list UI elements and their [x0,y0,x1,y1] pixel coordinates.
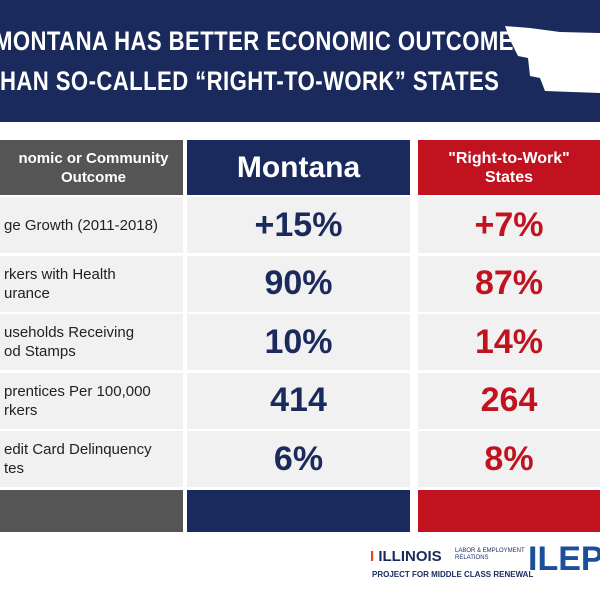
montana-value: 6% [187,431,410,488]
rtw-value: 8% [418,431,600,488]
header-line: States [484,168,534,186]
rtw-value: +7% [418,197,600,253]
label-line: od Stamps [4,343,76,361]
footer-band [0,490,183,532]
label-line: rkers [4,401,38,419]
montana-value: +15% [187,197,410,253]
header-line: Montana [236,151,361,184]
row-label: rkers with Health urance [0,255,183,312]
illinois: ILLINOIS [378,548,442,565]
label-line: useholds Receiving [4,324,135,342]
montana-value: 414 [187,372,410,429]
row-label: ge Growth (2011-2018) [0,197,183,253]
label-line: ge Growth (2011-2018) [4,216,158,234]
header-line: Outcome [60,168,126,186]
footer-band [187,490,410,532]
footer-band [418,490,600,532]
project: PROJECT FOR MIDDLE CLASS RENEWAL [372,570,534,579]
title-line: HAN SO-CALLED “RIGHT-TO-WORK” STATES [0,66,500,96]
unit-line: RELATIONS [455,555,489,561]
row-label: edit Card Delinquency tes [0,431,183,488]
label-line: urance [4,284,50,302]
label-line: rkers with Health [4,265,116,283]
rtw-value: 264 [418,372,600,429]
montana-shape [505,26,600,93]
header-line: nomic or Community [18,149,169,167]
column-header: "Right-to-Work" States [418,140,600,195]
header-line: "Right-to-Work" [448,149,570,167]
column-header: Montana [187,140,410,195]
row-label: prentices Per 100,000 rkers [0,372,183,429]
label-line: tes [4,460,25,478]
column-header: nomic or Community Outcome [0,140,183,195]
montana-value: 90% [187,255,410,312]
label-line: prentices Per 100,000 [4,382,151,400]
montana-value: 10% [187,314,410,371]
rtw-value: 14% [418,314,600,371]
row-label: useholds Receiving od Stamps [0,314,183,371]
unit-line: LABOR & EMPLOYMENT [455,548,525,554]
rtw-value: 87% [418,255,600,312]
label-line: edit Card Delinquency [4,441,152,459]
header-band [0,0,600,122]
illinois-logo: I ILLINOIS [370,548,442,565]
unit: LABOR & EMPLOYMENT RELATIONS [455,548,525,562]
ilep-logo: ILEP [528,540,600,578]
title-line: MONTANA HAS BETTER ECONOMIC OUTCOMES [0,26,530,56]
